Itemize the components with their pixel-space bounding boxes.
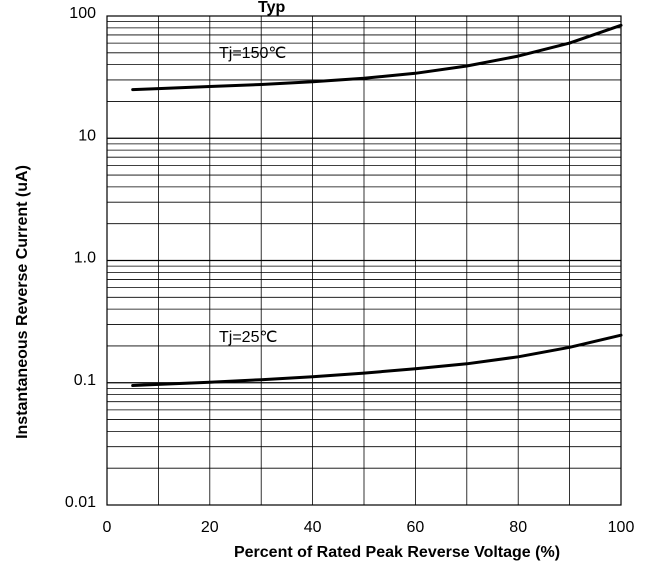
x-tick-label: 100: [608, 519, 635, 536]
x-axis-title: Percent of Rated Peak Reverse Voltage (%…: [234, 544, 560, 561]
tick-labels: 0 20 40 60 80 100 0.01 0.1 1.0 10 100: [65, 5, 635, 536]
chart-title-fragment: Typ: [258, 0, 285, 16]
x-tick-label: 60: [407, 519, 425, 536]
y-tick-label: 1.0: [74, 250, 96, 267]
series-layer: [131, 23, 623, 387]
x-tick-label: 40: [304, 519, 322, 536]
series-line-0: [131, 23, 623, 92]
y-tick-label: 0.1: [74, 372, 96, 389]
x-tick-label: 80: [509, 519, 527, 536]
grid: [107, 16, 621, 505]
y-axis-title: Instantaneous Reverse Current (uA): [14, 165, 31, 439]
series-line-1: [131, 333, 623, 387]
y-tick-label: 0.01: [65, 494, 96, 511]
x-tick-label: 0: [103, 519, 112, 536]
y-tick-label: 100: [69, 5, 96, 22]
x-tick-label: 20: [201, 519, 219, 536]
series-label-tj25: Tj=25℃: [219, 329, 277, 346]
series-label-tj150: Tj=150℃: [219, 45, 286, 62]
plot-frame: [106, 15, 622, 506]
y-tick-label: 10: [78, 127, 96, 144]
